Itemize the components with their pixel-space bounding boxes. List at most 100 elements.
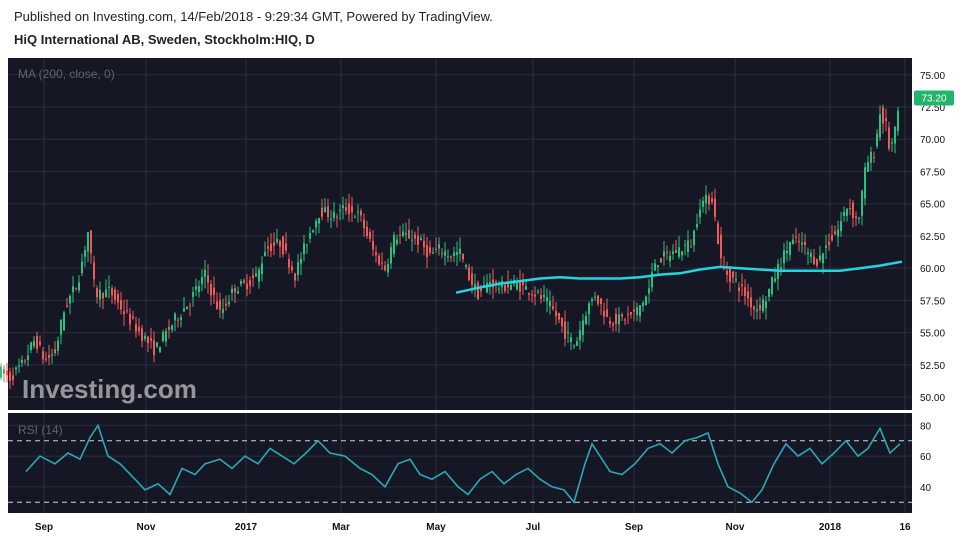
candle-body <box>255 273 257 277</box>
candle-body <box>672 251 674 255</box>
price-tick-label: 75.00 <box>920 71 945 82</box>
candle-body <box>12 375 14 381</box>
candle-body <box>48 355 50 358</box>
candle-body <box>279 240 281 247</box>
candle-body <box>720 234 722 259</box>
candle-body <box>645 296 647 306</box>
candle-body <box>687 240 689 252</box>
candle-body <box>690 246 692 248</box>
candle-body <box>783 250 785 264</box>
candle-body <box>612 323 614 326</box>
candle-body <box>585 316 587 325</box>
candle-body <box>273 242 275 246</box>
candle-body <box>636 306 638 315</box>
candle-body <box>330 218 332 220</box>
time-tick-label: Jul <box>526 522 541 533</box>
candle-body <box>120 300 122 310</box>
candle-body <box>525 286 527 290</box>
candle-body <box>810 253 812 257</box>
candle-body <box>162 332 164 342</box>
grid-lines <box>8 58 912 513</box>
candle-body <box>393 234 395 254</box>
candle-body <box>243 280 245 283</box>
candle-body <box>414 234 416 239</box>
candle-body <box>144 335 146 339</box>
candle-body <box>216 301 218 309</box>
candle-body <box>510 284 512 291</box>
candle-body <box>477 282 479 300</box>
candle-body <box>195 286 197 290</box>
candle-body <box>18 365 20 367</box>
candle-body <box>204 269 206 277</box>
candle-body <box>831 235 833 241</box>
candle-body <box>198 286 200 292</box>
candle-body <box>699 209 701 217</box>
candle-body <box>252 275 254 278</box>
candle-body <box>885 118 887 121</box>
candle-body <box>588 303 590 315</box>
candle-body <box>705 194 707 204</box>
candle-body <box>45 358 47 360</box>
candle-body <box>342 205 344 209</box>
candle-body <box>117 293 119 303</box>
candle-body <box>519 280 521 292</box>
candle-body <box>447 256 449 258</box>
candle-body <box>339 209 341 211</box>
candle-body <box>786 250 788 254</box>
candle-body <box>582 320 584 335</box>
candle-body <box>765 301 767 309</box>
candle-body <box>63 312 65 331</box>
candle-body <box>879 114 881 138</box>
candle-body <box>105 289 107 298</box>
candle-body <box>234 287 236 293</box>
candle-body <box>609 320 611 324</box>
candle-body <box>600 298 602 304</box>
candle-body <box>309 232 311 239</box>
candle-body <box>333 211 335 218</box>
candle-body <box>465 264 467 267</box>
candle-body <box>66 305 68 307</box>
candle-body <box>651 272 653 288</box>
candle-body <box>834 231 836 235</box>
last-price-badge: 73.20 <box>914 90 954 106</box>
candle-body <box>693 230 695 246</box>
candle-body <box>258 269 260 282</box>
candle-body <box>771 277 773 295</box>
candle-body <box>702 200 704 207</box>
candle-body <box>387 264 389 273</box>
ma-line <box>455 260 903 294</box>
published-header: Published on Investing.com, 14/Feb/2018 … <box>14 9 493 24</box>
candle-body <box>822 253 824 264</box>
candle-body <box>795 236 797 238</box>
candle-body <box>696 224 698 228</box>
candle-body <box>813 256 815 265</box>
candle-body <box>156 342 158 347</box>
candle-body <box>537 291 539 293</box>
candle-body <box>630 311 632 315</box>
candle-body <box>660 258 662 263</box>
candle-body <box>816 259 818 266</box>
candle-body <box>282 236 284 255</box>
candle-body <box>228 301 230 305</box>
candle-body <box>153 340 155 356</box>
candle-body <box>522 280 524 285</box>
candle-body <box>675 249 677 253</box>
candle-body <box>504 285 506 292</box>
candle-body <box>708 195 710 205</box>
candle-body <box>351 206 353 213</box>
candle-body <box>531 294 533 296</box>
candle-body <box>27 355 29 360</box>
candle-body <box>561 317 563 327</box>
candle-body <box>459 248 461 254</box>
candle-body <box>798 241 800 243</box>
candle-body <box>189 305 191 307</box>
candle-body <box>21 359 23 363</box>
candle-body <box>219 300 221 310</box>
candle-body <box>828 241 830 245</box>
candle-body <box>210 284 212 296</box>
candle-body <box>396 239 398 244</box>
candle-body <box>177 319 179 321</box>
candle-body <box>183 308 185 312</box>
price-tick-label: 57.50 <box>920 296 945 307</box>
